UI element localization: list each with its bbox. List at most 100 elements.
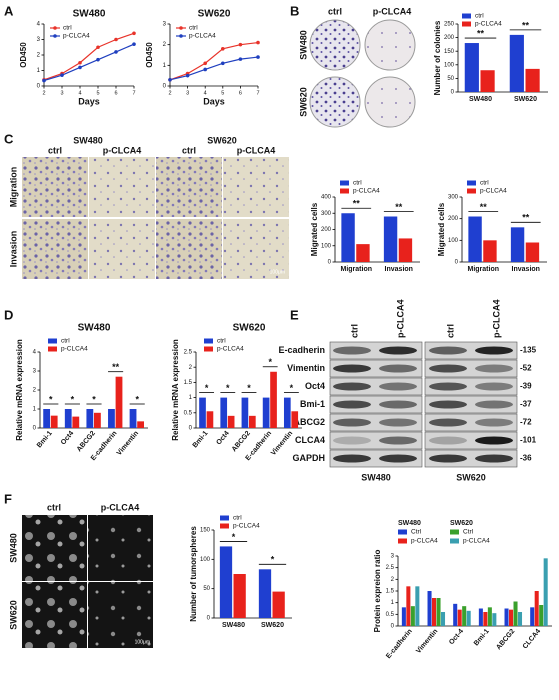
legend-label: p-CLCA4 [233, 523, 260, 530]
size-label: -39 [520, 382, 532, 391]
significance-label: ** [480, 202, 488, 212]
y-tick-label: 0 [189, 426, 193, 432]
row-label: Invasion [8, 231, 18, 268]
bar [457, 609, 462, 626]
legend-swatch [398, 538, 407, 544]
x-tick-label: 6 [114, 90, 117, 96]
significance-label: * [232, 532, 236, 542]
y-tick-label: 0 [207, 616, 211, 622]
significance-label: * [290, 383, 294, 393]
bar [199, 397, 206, 428]
y-tick-label: 3 [33, 369, 37, 375]
x-tick-label: 2 [168, 90, 171, 96]
bar [227, 415, 235, 428]
size-label: -52 [520, 364, 532, 373]
y-tick-label: 2 [391, 577, 395, 583]
bar [249, 415, 256, 428]
y-tick-label: 0 [391, 624, 395, 630]
x-tick-label: 3 [186, 90, 189, 96]
blot-band [429, 400, 467, 409]
bar [356, 244, 370, 262]
y-tick-label: 50 [447, 76, 454, 82]
legend-label: Ctrl [411, 529, 422, 536]
legend-label: Ctrl [463, 529, 474, 536]
bar [50, 415, 58, 428]
bar [270, 371, 277, 428]
bar [137, 421, 145, 428]
y-tick-label: 400 [321, 195, 332, 201]
y-tick-label: 200 [444, 35, 455, 41]
legend-swatch [340, 180, 349, 186]
significance-label: ** [395, 202, 403, 212]
y-tick-label: 0 [455, 260, 459, 266]
micrograph [156, 219, 222, 279]
bar [487, 607, 492, 626]
bar [530, 607, 535, 626]
bar [525, 68, 540, 92]
x-tick-label: SW480 [222, 622, 245, 629]
significance-label: * [205, 383, 209, 393]
y-axis-label: Number of tumorspheres [189, 526, 198, 622]
blot-band [379, 454, 417, 463]
micrograph [89, 219, 155, 279]
bar [258, 569, 272, 618]
point [114, 50, 118, 54]
significance-label: * [226, 383, 230, 393]
bar [406, 586, 411, 626]
y-tick-label: 3 [163, 22, 167, 28]
bar [86, 409, 94, 428]
scale-bar-label: 100μm [135, 639, 150, 645]
point [132, 42, 136, 46]
point [238, 42, 243, 47]
blot-strip [329, 449, 423, 468]
legend-label: p-CLCA4 [61, 346, 88, 353]
point [60, 73, 64, 77]
point [221, 61, 225, 66]
legend-label: ctrl [353, 180, 362, 187]
y-axis-label: Migrated cells [310, 202, 319, 256]
legend-label: ctrl [217, 338, 226, 345]
micrograph [223, 157, 289, 217]
protein-label: CLCA4 [295, 435, 325, 445]
bar [72, 416, 80, 428]
y-tick-label: 1.5 [386, 589, 395, 595]
point [203, 67, 207, 72]
blot-band [429, 436, 467, 445]
blot-band [379, 382, 417, 391]
chart-title: SW620 [233, 323, 266, 334]
legend-label: ctrl [233, 515, 242, 522]
row-label: Migration [8, 167, 18, 208]
y-tick-label: 100 [444, 62, 455, 68]
point [132, 31, 136, 36]
x-tick-label: 7 [256, 90, 259, 96]
point [78, 65, 82, 70]
legend-label: ctrl [480, 180, 489, 187]
column-label: p-CLCA4 [491, 300, 501, 339]
point [185, 73, 190, 78]
point [78, 60, 82, 65]
bar [262, 397, 270, 428]
y-tick-label: 0 [33, 426, 37, 432]
legend-swatch [48, 338, 57, 344]
x-tick-label: 2 [42, 90, 45, 96]
blot-band [475, 436, 513, 445]
protein-label: ABCG2 [293, 417, 325, 427]
y-tick-label: 100 [200, 557, 211, 563]
y-tick-label: 100 [448, 238, 459, 244]
micrograph [223, 219, 289, 279]
x-tick-label: 6 [239, 90, 242, 96]
bar [272, 591, 285, 618]
legend-swatch [450, 538, 459, 544]
micrograph [22, 582, 87, 648]
significance-label: * [247, 383, 251, 393]
protein-label: Vimentin [287, 363, 325, 373]
size-label: -36 [520, 454, 532, 463]
legend-marker [179, 26, 183, 30]
legend-swatch [467, 188, 476, 194]
y-tick-label: 1 [33, 407, 37, 413]
bar [206, 411, 214, 428]
x-tick-label: SW480 [469, 96, 492, 103]
blot-strip [329, 395, 423, 414]
y-tick-label: 0.5 [386, 612, 395, 618]
